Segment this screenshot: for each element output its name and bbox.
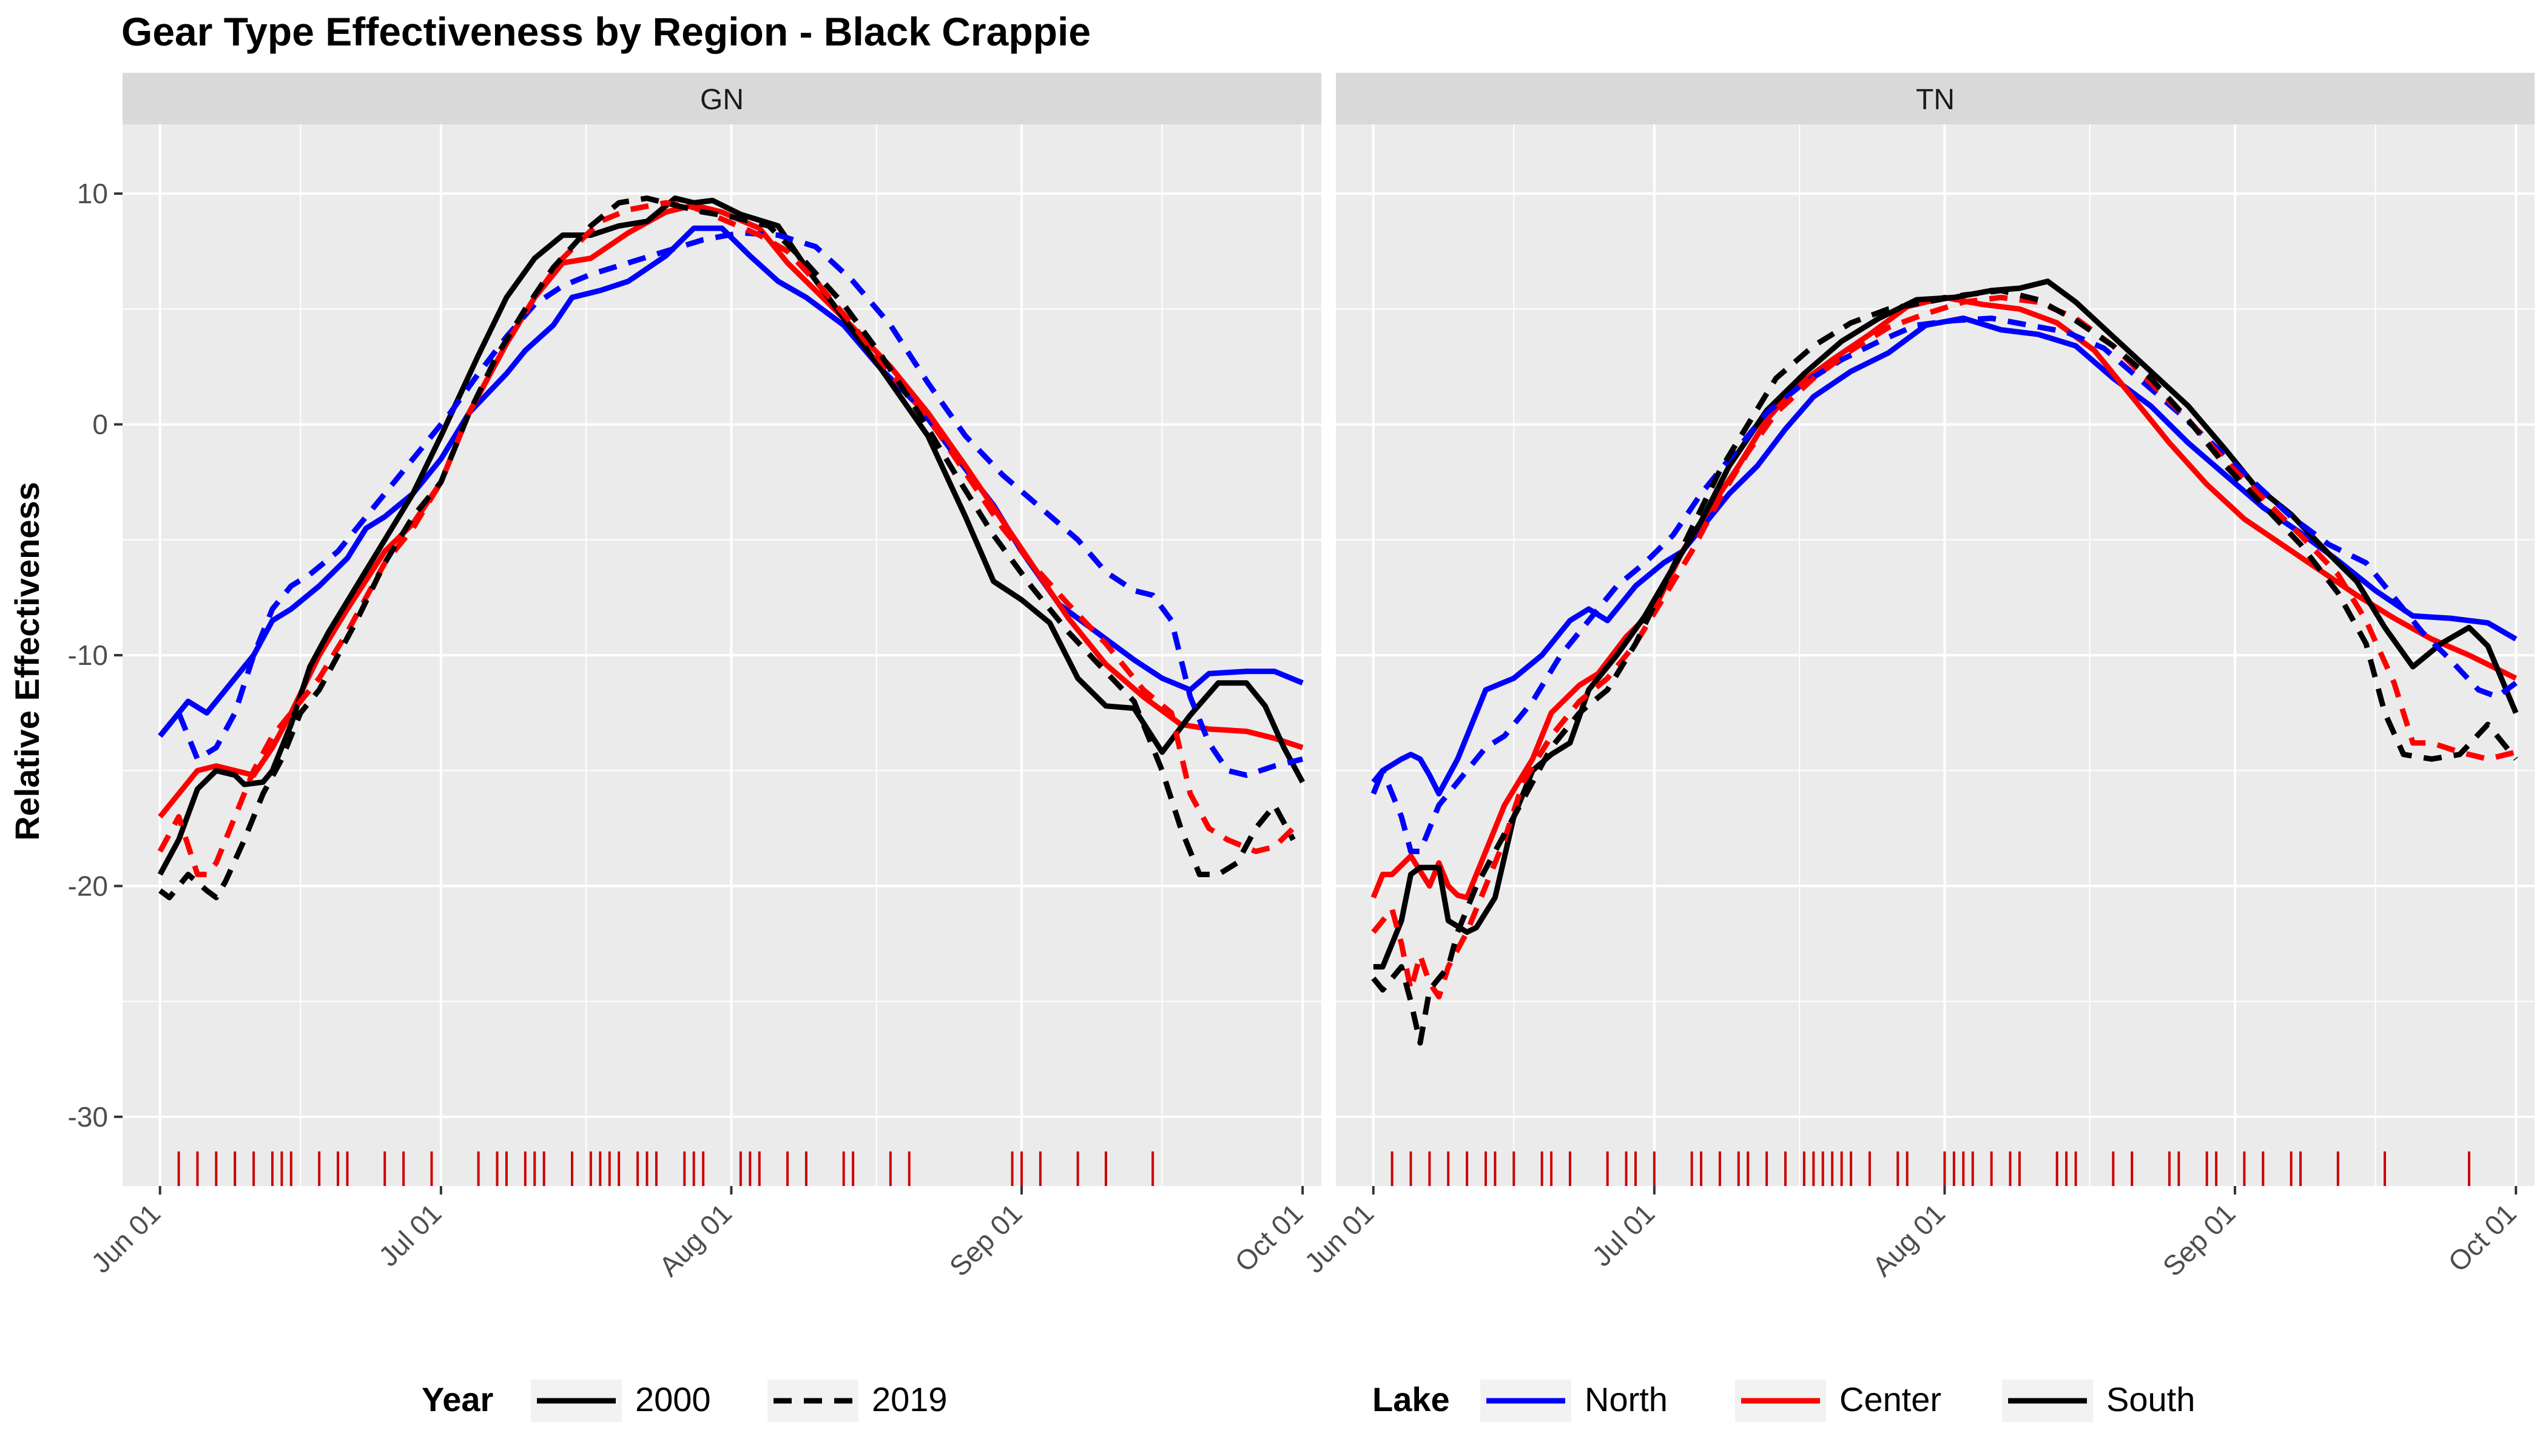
legend-lake-north-label: North: [1585, 1380, 1668, 1418]
y-tick-label: 10: [77, 178, 108, 209]
y-tick-label: -30: [68, 1101, 108, 1133]
series-line-south-2019: [158, 195, 1296, 900]
series-line-center-2000: [1370, 294, 2518, 900]
y-tick-label: -10: [68, 639, 108, 671]
facet-strip: [1336, 73, 2535, 124]
legend-year-title: Year: [422, 1380, 493, 1418]
y-tick-label: -20: [68, 870, 108, 902]
series-line-center-2019: [157, 200, 1295, 877]
facet-strip-label: GN: [700, 84, 744, 116]
y-axis-label: Relative Effectiveness: [8, 482, 46, 840]
legend-year: Year 2000 2019: [422, 1380, 948, 1422]
legend-lake-center-label: Center: [1839, 1380, 1941, 1418]
series-line-north-2000: [158, 225, 1304, 738]
series-line-center-2019: [1371, 294, 2517, 1000]
legend-lake-south-label: South: [2106, 1380, 2195, 1418]
legend-year-2000-label: 2000: [635, 1380, 711, 1418]
series-line-north-2019: [158, 230, 1304, 778]
series-line-center-2000: [158, 202, 1304, 819]
series-line-south-2019: [1371, 288, 2518, 1046]
legend-year-2019-label: 2019: [872, 1380, 948, 1418]
series-line-south-2000: [157, 195, 1306, 876]
facet-strip-label: TN: [1916, 84, 1955, 116]
legend-lake-title: Lake: [1372, 1380, 1450, 1418]
facet-strip: [123, 73, 1321, 124]
legend-lake: Lake North Center South: [1372, 1380, 2195, 1422]
series-line-south-2000: [1373, 278, 2519, 970]
y-tick-label: 0: [92, 409, 108, 440]
chart-title: Gear Type Effectiveness by Region - Blac…: [121, 9, 1091, 54]
